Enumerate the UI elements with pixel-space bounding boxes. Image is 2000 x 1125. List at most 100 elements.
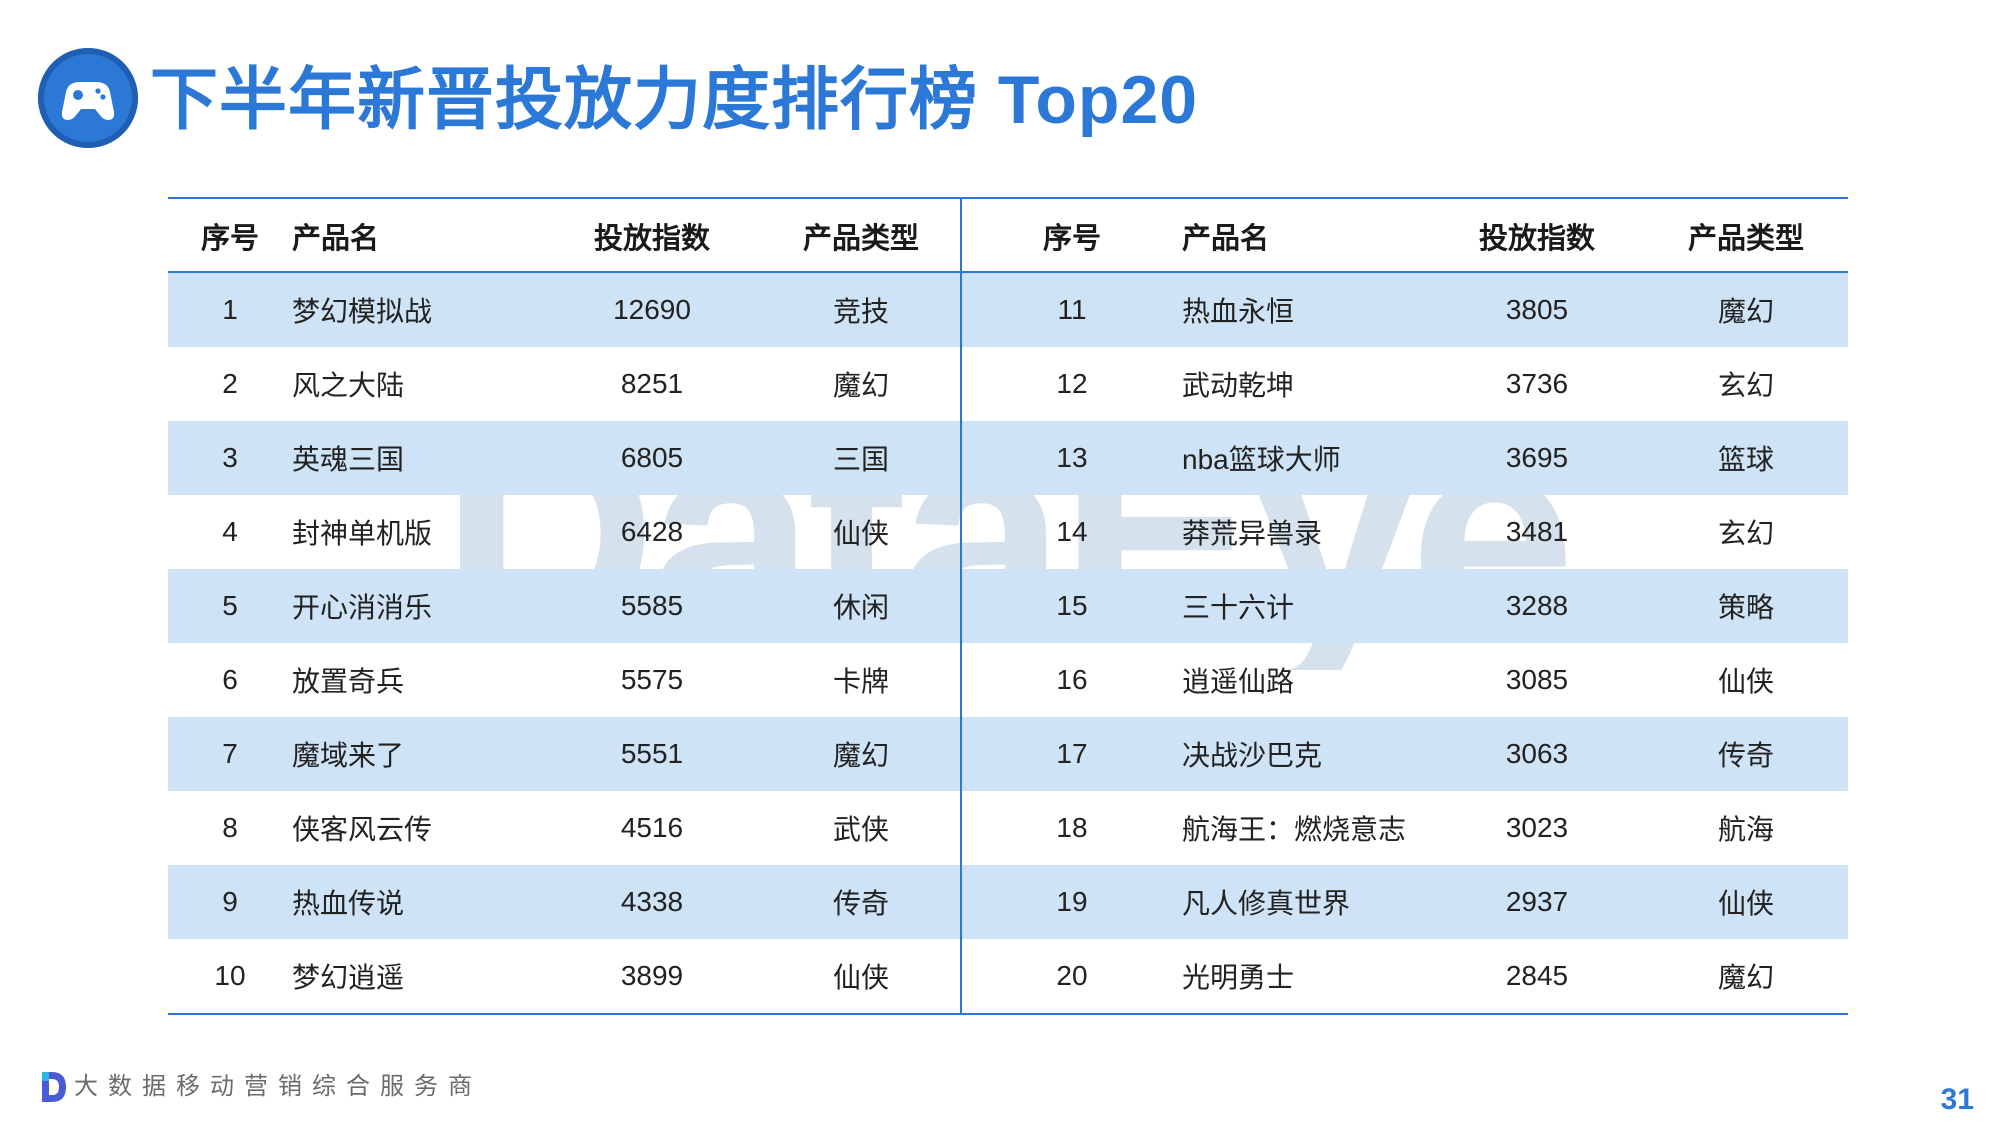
product-name-cell: 热血永恒 (1182, 296, 1295, 327)
gamepad-icon (38, 48, 138, 148)
product-name-cell: 封神单机版 (292, 518, 433, 549)
product-type-cell: 魔幻 (832, 370, 889, 401)
product-type-cell: 仙侠 (832, 518, 889, 549)
table-row: 18 航海王：燃烧意志 3023 航海 (962, 791, 1848, 865)
product-name-cell: 开心消消乐 (292, 592, 433, 623)
table-row: 14 莽荒异兽录 3481 玄幻 (962, 495, 1848, 569)
table-row: 10 梦幻逍遥 3899 仙侠 (168, 939, 960, 1013)
table-row: 13 nba篮球大师 3695 篮球 (962, 421, 1848, 495)
product-type-cell: 传奇 (832, 888, 889, 919)
rank-cell: 20 (1056, 960, 1088, 991)
rank-cell: 9 (222, 886, 238, 917)
ad-index-cell: 3085 (1505, 664, 1569, 695)
rank-cell: 15 (1056, 590, 1088, 621)
table-left-half: 序号 产品名 投放指数 产品类型 1 梦幻模拟战 12690 竞技 2 风之大陆 8251 魔… (168, 197, 962, 1015)
rank-cell: 8 (222, 812, 238, 843)
table-row: 5 开心消消乐 5585 休闲 (168, 569, 960, 643)
table-header-right: 序号 产品名 投放指数 产品类型 (962, 199, 1848, 273)
product-type-cell: 仙侠 (832, 962, 889, 993)
table-top-rule (168, 197, 1848, 199)
page-number: 31 (1940, 1083, 1974, 1116)
table-row: 2 风之大陆 8251 魔幻 (168, 347, 960, 421)
table-row: 7 魔域来了 5551 魔幻 (168, 717, 960, 791)
product-name-cell: 逍遥仙路 (1182, 666, 1295, 697)
product-type-cell: 玄幻 (1717, 370, 1774, 401)
header-name: 产品名 (1182, 223, 1270, 255)
table-row: 12 武动乾坤 3736 玄幻 (962, 347, 1848, 421)
page-title: 下半年新晋投放力度排行榜 Top20 (150, 62, 1199, 138)
ad-index-cell: 3805 (1505, 294, 1569, 325)
product-name-cell: 风之大陆 (292, 370, 405, 401)
ad-index-cell: 4338 (620, 886, 684, 917)
ad-index-cell: 12690 (613, 294, 691, 325)
product-type-cell: 航海 (1717, 814, 1774, 845)
product-type-cell: 竞技 (832, 296, 889, 327)
product-name-cell: 航海王：燃烧意志 (1182, 814, 1407, 845)
product-name-cell: 放置奇兵 (292, 666, 405, 697)
table-row: 15 三十六计 3288 策略 (962, 569, 1848, 643)
product-name-cell: 梦幻模拟战 (292, 296, 433, 327)
ad-index-cell: 3481 (1505, 516, 1569, 547)
rank-cell: 6 (222, 664, 238, 695)
table-row: 11 热血永恒 3805 魔幻 (962, 273, 1848, 347)
product-type-cell: 玄幻 (1717, 518, 1774, 549)
product-type-cell: 传奇 (1717, 740, 1774, 771)
product-type-cell: 魔幻 (832, 740, 889, 771)
ad-index-cell: 2937 (1505, 886, 1569, 917)
rank-cell: 13 (1056, 442, 1088, 473)
rank-cell: 1 (222, 294, 238, 325)
rank-cell: 16 (1056, 664, 1088, 695)
rank-cell: 3 (222, 442, 238, 473)
table-header-rule (168, 271, 1848, 273)
footer-tagline: 大数据移动营销综合服务商 (74, 1073, 482, 1100)
rank-cell: 14 (1056, 516, 1088, 547)
product-name-cell: nba篮球大师 (1182, 444, 1341, 475)
dataeye-logo-icon (42, 1072, 66, 1102)
rank-cell: 5 (222, 590, 238, 621)
table-row: 8 侠客风云传 4516 武侠 (168, 791, 960, 865)
product-type-cell: 卡牌 (832, 666, 889, 697)
product-name-cell: 决战沙巴克 (1182, 740, 1323, 771)
table-header-left: 序号 产品名 投放指数 产品类型 (168, 199, 960, 273)
rank-cell: 18 (1056, 812, 1088, 843)
ad-index-cell: 3063 (1505, 738, 1569, 769)
table-row: 3 英魂三国 6805 三国 (168, 421, 960, 495)
ad-index-cell: 5585 (620, 590, 684, 621)
ad-index-cell: 3288 (1505, 590, 1569, 621)
table-row: 9 热血传说 4338 传奇 (168, 865, 960, 939)
ranking-table: 序号 产品名 投放指数 产品类型 1 梦幻模拟战 12690 竞技 2 风之大陆 8251 魔… (168, 197, 1848, 1015)
rank-cell: 10 (214, 960, 246, 991)
product-name-cell: 武动乾坤 (1182, 370, 1295, 401)
ad-index-cell: 3023 (1505, 812, 1569, 843)
header-no: 序号 (1042, 223, 1101, 255)
rank-cell: 19 (1056, 886, 1088, 917)
product-type-cell: 三国 (832, 444, 889, 475)
table-row: 17 决战沙巴克 3063 传奇 (962, 717, 1848, 791)
product-name-cell: 英魂三国 (292, 444, 405, 475)
product-type-cell: 武侠 (832, 814, 889, 845)
product-type-cell: 仙侠 (1717, 666, 1774, 697)
table-row: 20 光明勇士 2845 魔幻 (962, 939, 1848, 1013)
product-type-cell: 策略 (1717, 592, 1774, 623)
table-row: 16 逍遥仙路 3085 仙侠 (962, 643, 1848, 717)
rank-cell: 17 (1056, 738, 1088, 769)
rank-cell: 4 (222, 516, 238, 547)
table-row: 1 梦幻模拟战 12690 竞技 (168, 273, 960, 347)
product-name-cell: 光明勇士 (1182, 962, 1295, 993)
header-type: 产品类型 (1687, 223, 1804, 255)
table-row: 4 封神单机版 6428 仙侠 (168, 495, 960, 569)
product-type-cell: 魔幻 (1717, 962, 1774, 993)
product-name-cell: 三十六计 (1182, 592, 1295, 623)
product-type-cell: 篮球 (1717, 444, 1774, 475)
header-index: 投放指数 (1478, 223, 1595, 255)
table-bottom-rule (168, 1013, 1848, 1015)
ad-index-cell: 3899 (620, 960, 684, 991)
product-type-cell: 魔幻 (1717, 296, 1774, 327)
rank-cell: 11 (1057, 294, 1087, 325)
ad-index-cell: 3736 (1505, 368, 1569, 399)
ad-index-cell: 8251 (620, 368, 684, 399)
ad-index-cell: 4516 (620, 812, 684, 843)
header-index: 投放指数 (593, 223, 710, 255)
product-name-cell: 梦幻逍遥 (292, 962, 405, 993)
product-type-cell: 休闲 (832, 592, 889, 623)
